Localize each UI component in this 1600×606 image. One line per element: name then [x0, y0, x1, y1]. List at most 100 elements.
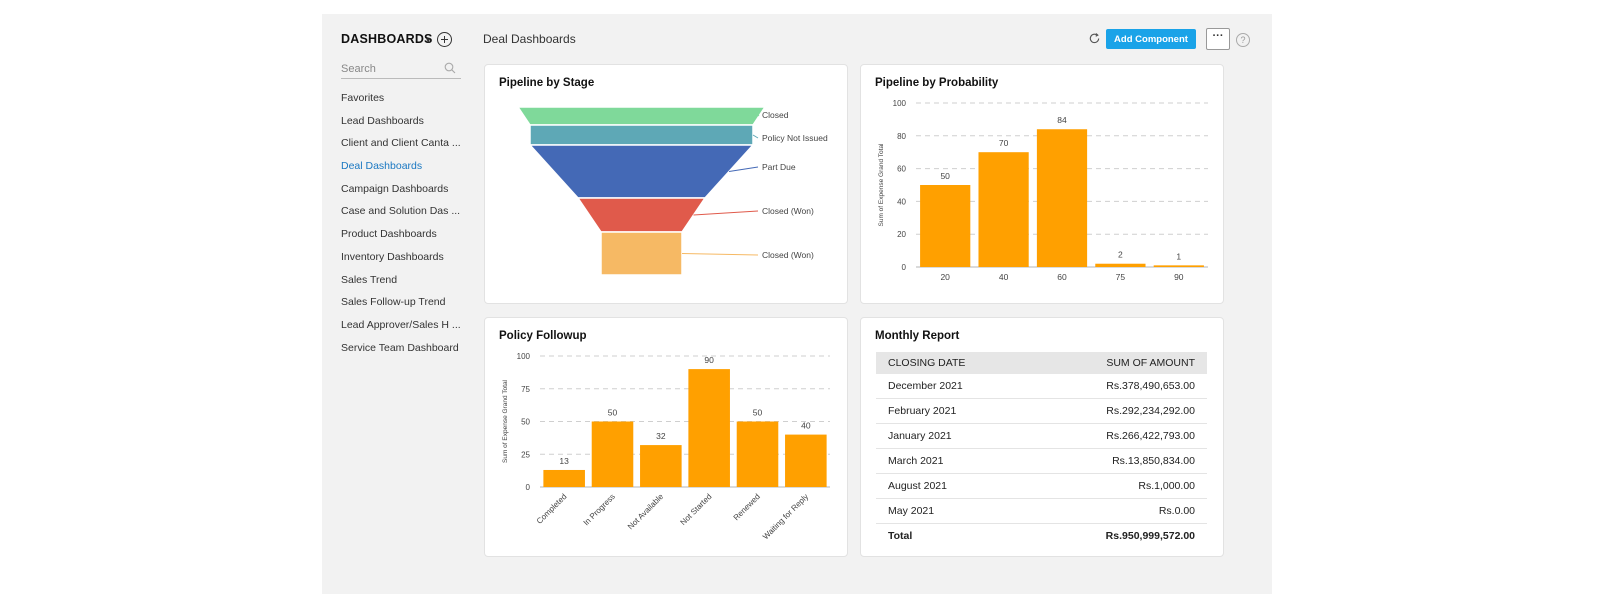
page-title: Deal Dashboards: [483, 32, 576, 46]
monthly-report-table: CLOSING DATE SUM OF AMOUNT December 2021…: [876, 352, 1207, 548]
y-tick-label: 20: [897, 230, 906, 239]
data-label: 32: [656, 431, 666, 441]
table-header-row: CLOSING DATE SUM OF AMOUNT: [876, 352, 1207, 374]
sidebar-item-lead-dashboards[interactable]: Lead Dashboards: [341, 114, 424, 127]
add-component-button[interactable]: Add Component: [1106, 29, 1196, 49]
sidebar-item-inventory-dashboards[interactable]: Inventory Dashboards: [341, 250, 444, 263]
y-tick-label: 40: [897, 197, 906, 206]
funnel-leader-line: [757, 114, 760, 117]
pipeline-by-probability-card: Pipeline by Probability 0 20 40 60 80 100 Sum …: [860, 64, 1224, 304]
x-tick-label: 90: [1174, 272, 1184, 282]
x-tick-label: Not Started: [679, 492, 714, 527]
funnel-stage: [576, 197, 707, 233]
sidebar-item-product-dashboards[interactable]: Product Dashboards: [341, 228, 437, 241]
y-tick-label: 0: [902, 263, 907, 272]
search-input[interactable]: [341, 60, 437, 77]
funnel-stage-label: Closed (Won): [762, 250, 814, 260]
y-tick-label: 100: [893, 99, 907, 108]
y-tick-label: 0: [526, 483, 531, 492]
funnel-leader-line: [693, 210, 759, 216]
data-label: 50: [940, 171, 950, 181]
table-row: January 2021 Rs.266,422,793.00: [876, 423, 1207, 449]
sidebar-title: DASHBOARDS: [341, 32, 433, 46]
funnel-leader-line: [681, 253, 759, 256]
bar: [543, 469, 585, 487]
bar: [920, 185, 971, 267]
bar: [1095, 263, 1146, 267]
bar: [785, 434, 827, 487]
amount-cell: Rs.378,490,653.00: [1032, 374, 1207, 399]
sidebar-item-case-solution-dashboards[interactable]: Case and Solution Das ...: [341, 205, 461, 218]
data-label: 90: [704, 355, 714, 365]
amount-cell: Rs.1,000.00: [1032, 473, 1207, 499]
bar: [1036, 129, 1088, 267]
x-tick-label: Renewed: [732, 492, 762, 522]
table-total-row: Total Rs.950,999,572.00: [876, 524, 1207, 549]
funnel-stage: [528, 144, 755, 199]
x-tick-label: 75: [1116, 272, 1126, 282]
x-tick-label: In Progress: [582, 492, 617, 527]
x-tick-label: Not Available: [626, 492, 666, 532]
sidebar-item-sales-followup-trend[interactable]: Sales Follow-up Trend: [341, 296, 446, 309]
x-tick-label: Waiting for Reply: [761, 492, 810, 541]
amount-cell: Rs.292,234,292.00: [1032, 398, 1207, 424]
funnel-stage-label: Policy Not Issued: [762, 133, 828, 143]
sidebar-item-service-team-dashboard[interactable]: Service Team Dashboard: [341, 341, 459, 354]
dashboard-app: DASHBOARDS ▾ Favorites Lead Dashboards C…: [322, 14, 1272, 594]
y-axis-label: Sum of Expense Grand Total: [878, 143, 885, 227]
y-axis-label: Sum of Expense Grand Total: [502, 379, 509, 463]
sidebar-item-lead-approver[interactable]: Lead Approver/Sales H ...: [341, 318, 461, 331]
pipeline-by-probability-chart: 0 20 40 60 80 100 Sum of Expense Grand Total 50…: [878, 99, 1208, 282]
bar: [591, 421, 634, 487]
data-label: 13: [559, 456, 569, 466]
x-tick-label: 40: [999, 272, 1009, 282]
refresh-icon[interactable]: [1088, 32, 1101, 45]
data-label: 40: [801, 421, 811, 431]
closing-date-cell: February 2021: [876, 398, 1033, 424]
table-row: May 2021 Rs.0.00: [876, 498, 1207, 524]
funnel-stage: [529, 124, 754, 146]
y-tick-label: 75: [521, 385, 530, 394]
card-title: Policy Followup: [499, 330, 587, 342]
card-title: Monthly Report: [875, 330, 960, 342]
table-row: February 2021 Rs.292,234,292.00: [876, 398, 1207, 424]
search-icon[interactable]: [444, 62, 456, 74]
sidebar-item-deal-dashboards[interactable]: Deal Dashboards: [341, 160, 423, 173]
amount-cell: Rs.0.00: [1032, 498, 1207, 524]
amount-cell: Rs.13,850,834.00: [1032, 448, 1207, 474]
funnel-stage: [516, 106, 767, 126]
policy-followup-chart: 0 25 50 75 100 Sum of Expense Grand Total 13 Co…: [502, 352, 830, 541]
help-icon[interactable]: ?: [1236, 33, 1250, 47]
closing-date-cell: March 2021: [876, 448, 1033, 474]
column-header-closing-date[interactable]: CLOSING DATE: [876, 352, 1033, 374]
data-label: 50: [753, 408, 763, 418]
data-label: 70: [999, 138, 1009, 148]
closing-date-cell: January 2021: [876, 423, 1033, 449]
data-label: 84: [1057, 115, 1067, 125]
pipeline-by-stage-card: Pipeline by Stage Closed Policy Not Issue…: [484, 64, 848, 304]
card-title: Pipeline by Stage: [499, 77, 595, 89]
sidebar-item-sales-trend[interactable]: Sales Trend: [341, 273, 398, 286]
bar: [640, 445, 682, 487]
add-dashboard-icon[interactable]: [437, 32, 452, 47]
table-row: December 2021 Rs.378,490,653.00: [876, 374, 1207, 399]
table-row: March 2021 Rs.13,850,834.00: [876, 448, 1207, 474]
closing-date-cell: August 2021: [876, 473, 1033, 499]
y-tick-label: 25: [521, 450, 530, 459]
funnel-stage-label: Closed: [762, 110, 789, 120]
bar: [978, 152, 1029, 267]
chevron-down-icon[interactable]: ▾: [426, 35, 431, 45]
sidebar-item-favorites[interactable]: Favorites: [341, 92, 385, 104]
data-label: 2: [1118, 250, 1123, 260]
more-options-button[interactable]: ···: [1206, 28, 1230, 50]
funnel-stage: [600, 231, 683, 276]
search-box: [341, 60, 461, 79]
column-header-sum-of-amount[interactable]: SUM OF AMOUNT: [1032, 352, 1207, 374]
sidebar-item-campaign-dashboards[interactable]: Campaign Dashboards: [341, 182, 449, 195]
sidebar-item-client-dashboards[interactable]: Client and Client Canta ...: [341, 137, 461, 150]
bar: [1153, 265, 1204, 267]
pipeline-by-stage-funnel: Closed Policy Not Issued Part Due Closed (W…: [516, 106, 828, 276]
y-tick-label: 50: [521, 418, 530, 427]
x-tick-label: 20: [940, 272, 950, 282]
funnel-leader-line: [728, 166, 759, 172]
